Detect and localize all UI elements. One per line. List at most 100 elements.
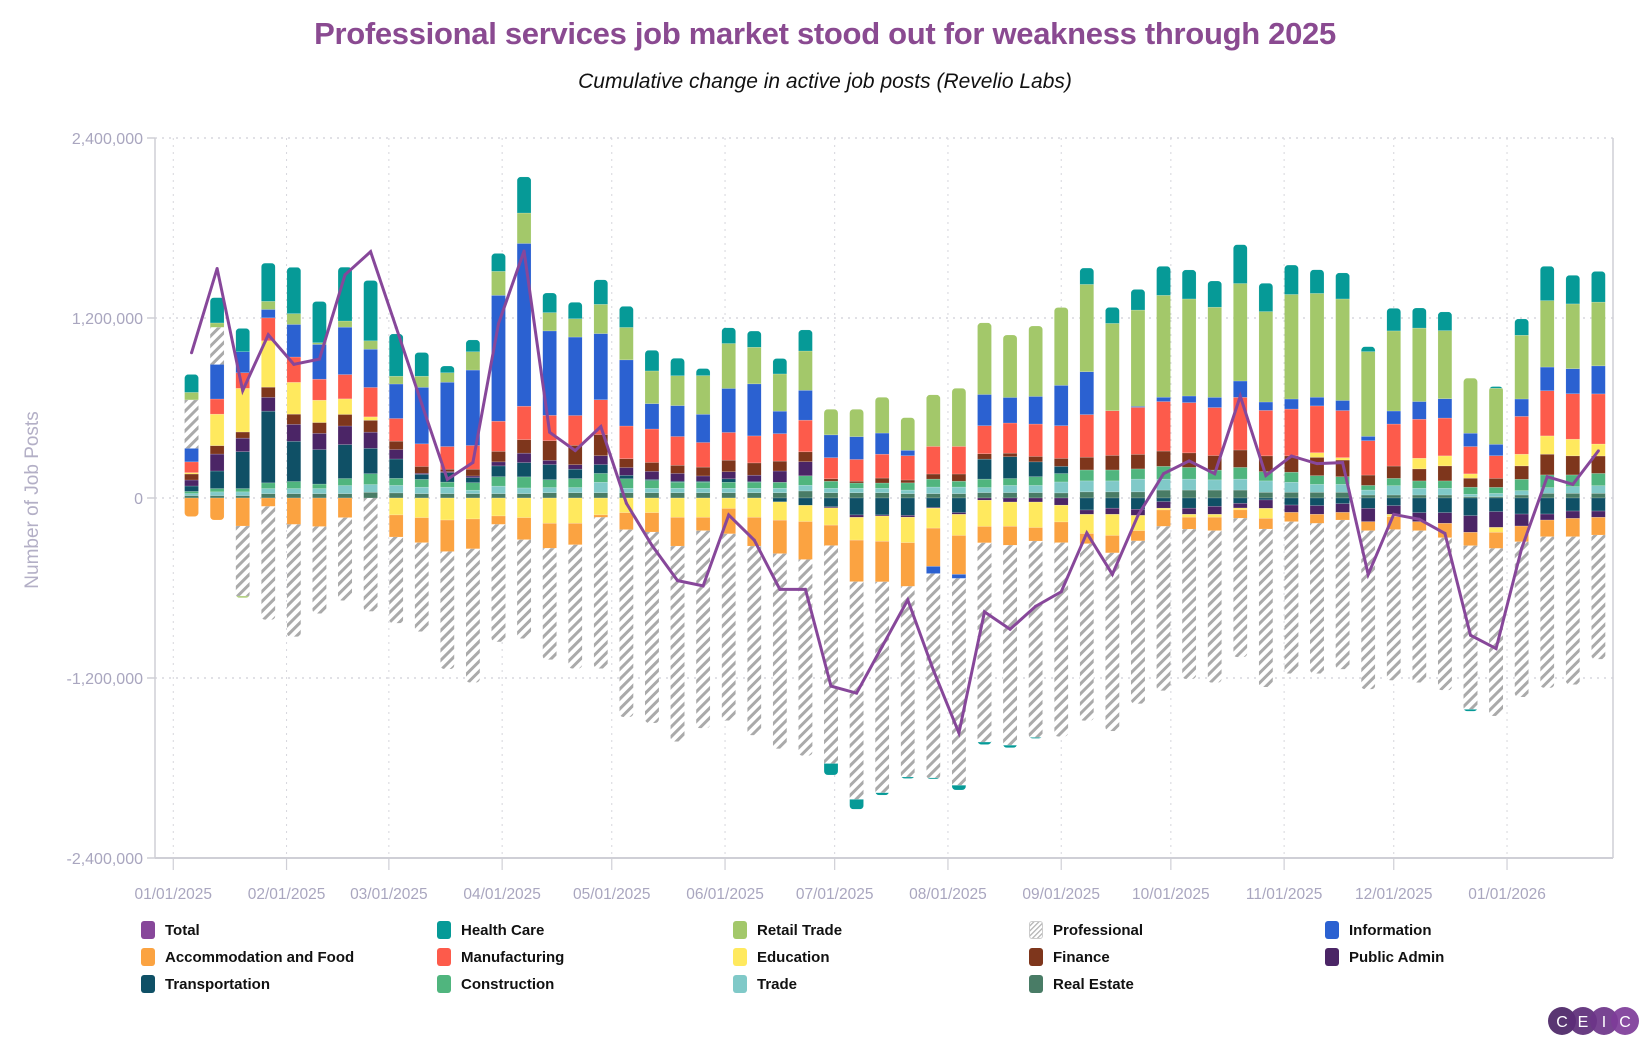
bar-segment-education: [1258, 508, 1273, 519]
bar-segment-education: [517, 497, 532, 518]
bar-segment-accommodation-and-food: [491, 515, 506, 525]
bar-stack: [798, 329, 813, 756]
bar-segment-transportation: [1054, 466, 1069, 474]
bar-segment-trade: [389, 485, 404, 494]
bar-segment-construction: [593, 473, 608, 483]
bar-segment-transportation: [414, 474, 429, 480]
bar-segment-finance: [1437, 465, 1452, 482]
bar-stack: [926, 394, 941, 779]
bar-stack: [900, 417, 915, 779]
bar-segment-education: [1182, 514, 1197, 518]
legend-item[interactable]: Trade: [733, 974, 797, 994]
bar-segment-real-estate: [184, 495, 199, 499]
legend-item[interactable]: Education: [733, 947, 830, 967]
bar-segment-trade: [517, 487, 532, 494]
legend-item[interactable]: Transportation: [141, 974, 270, 994]
total-point: [1162, 472, 1166, 476]
bar-segment-public-admin: [670, 473, 685, 482]
bar-segment-professional: [1386, 529, 1401, 681]
bar-segment-real-estate: [1335, 492, 1350, 499]
bar-stacks: [184, 176, 1606, 810]
bar-segment-professional: [568, 544, 583, 669]
bar-segment-retail-trade: [1130, 309, 1145, 407]
legend-item[interactable]: Total: [141, 920, 200, 940]
bar-segment-real-estate: [210, 495, 225, 499]
bar-segment-retail-trade: [849, 409, 864, 437]
bar-segment-information: [875, 432, 890, 455]
bar-segment-accommodation-and-food: [1028, 527, 1043, 542]
bar-segment-health-care: [542, 292, 557, 313]
x-tick-label: 07/01/2025: [796, 886, 874, 903]
bar-segment-transportation: [1207, 497, 1222, 507]
bar-stack: [1386, 308, 1401, 681]
bar-segment-health-care: [1258, 283, 1273, 312]
bar-segment-real-estate: [517, 493, 532, 499]
bar-segment-accommodation-and-food: [951, 535, 966, 575]
bar-segment-finance: [926, 473, 941, 480]
legend-item[interactable]: Finance: [1029, 947, 1110, 967]
bar-segment-trade: [798, 485, 813, 492]
total-point: [343, 273, 347, 277]
bar-segment-transportation: [1258, 497, 1273, 501]
bar-segment-trade: [210, 491, 225, 496]
bar-segment-education: [1335, 457, 1350, 461]
legend-item[interactable]: Accommodation and Food: [141, 947, 354, 967]
bar-segment-health-care: [363, 280, 378, 342]
bar-segment-health-care: [593, 279, 608, 305]
bar-segment-health-care: [1489, 386, 1504, 389]
bar-segment-accommodation-and-food: [261, 497, 276, 507]
total-point: [496, 322, 500, 326]
total-point: [701, 584, 705, 588]
bar-segment-information: [1463, 432, 1478, 447]
bar-segment-retail-trade: [1310, 293, 1325, 398]
bar-segment-real-estate: [389, 492, 404, 499]
bar-segment-transportation: [1335, 497, 1350, 504]
bar-segment-education: [440, 497, 455, 521]
legend-item[interactable]: Professional: [1029, 920, 1143, 940]
bar-segment-health-care: [286, 267, 301, 314]
bar-segment-real-estate: [1361, 494, 1376, 499]
bar-segment-accommodation-and-food: [414, 517, 429, 543]
bar-segment-manufacturing: [696, 442, 711, 468]
bar-segment-information: [696, 414, 711, 443]
bar-segment-professional: [1565, 536, 1580, 685]
bar-segment-health-care: [1182, 269, 1197, 300]
legend-swatch: [1029, 921, 1043, 939]
y-tick-label: 2,400,000: [72, 131, 143, 148]
bar-segment-real-estate: [542, 492, 557, 499]
bar-segment-manufacturing: [1054, 425, 1069, 459]
y-tick-label: -1,200,000: [66, 671, 143, 688]
bar-segment-health-care: [1591, 271, 1606, 303]
bar-segment-finance: [465, 468, 480, 477]
legend-item[interactable]: Real Estate: [1029, 974, 1134, 994]
bar-segment-accommodation-and-food: [1565, 518, 1580, 537]
bar-segment-professional: [338, 517, 353, 601]
legend-item[interactable]: Construction: [437, 974, 554, 994]
bar-segment-public-admin: [1284, 504, 1299, 513]
bar-segment-information: [747, 383, 762, 437]
bar-segment-professional: [670, 546, 685, 742]
bar-segment-public-admin: [1310, 505, 1325, 515]
legend-item[interactable]: Manufacturing: [437, 947, 564, 967]
bar-segment-trade: [926, 486, 941, 494]
legend-item[interactable]: Retail Trade: [733, 920, 842, 940]
bar-segment-professional: [542, 548, 557, 660]
bar-segment-accommodation-and-food: [824, 524, 839, 546]
bar-segment-finance: [900, 479, 915, 484]
bar-stack: [747, 331, 762, 736]
bar-segment-accommodation-and-food: [696, 517, 711, 531]
legend-item[interactable]: Information: [1325, 920, 1432, 940]
bar-stack: [261, 263, 276, 620]
legend-item[interactable]: Health Care: [437, 920, 544, 940]
bar-segment-public-admin: [1003, 497, 1018, 503]
bar-segment-education: [1463, 473, 1478, 479]
bar-segment-real-estate: [1258, 492, 1273, 499]
bar-segment-health-care: [261, 263, 276, 302]
bar-segment-trade: [951, 486, 966, 494]
bar-segment-education: [670, 497, 685, 518]
bar-segment-trade: [1386, 485, 1401, 496]
bar-segment-professional: [696, 530, 711, 729]
bar-segment-accommodation-and-food: [1182, 516, 1197, 530]
legend-item[interactable]: Public Admin: [1325, 947, 1444, 967]
